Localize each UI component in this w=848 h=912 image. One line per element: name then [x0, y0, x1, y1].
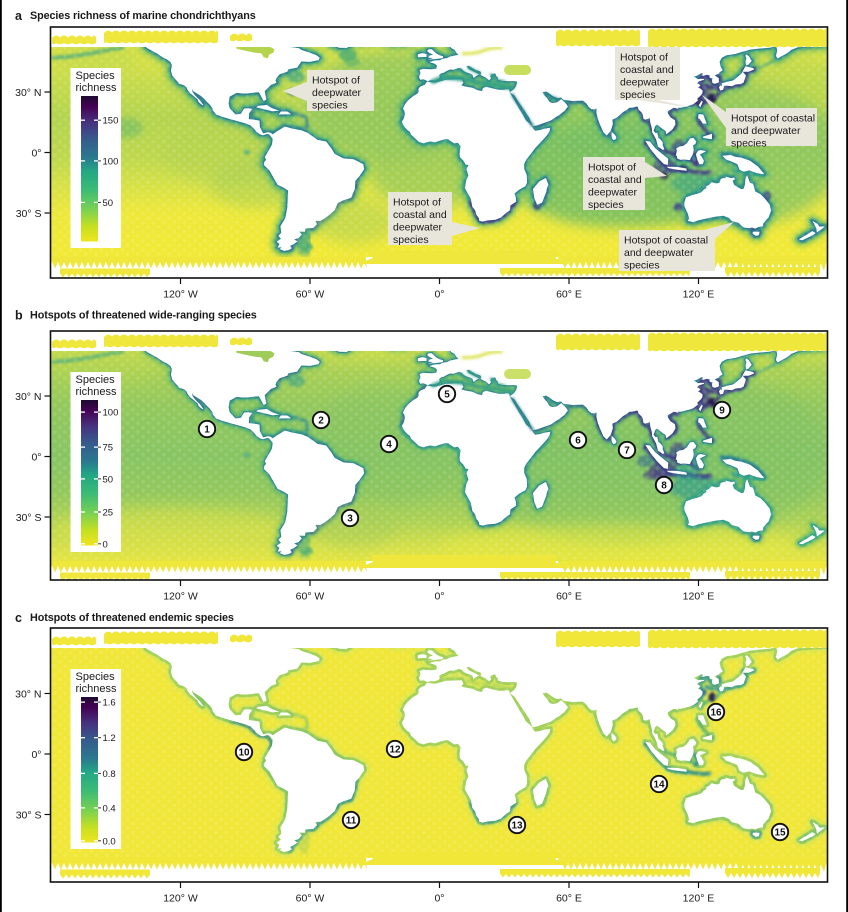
svg-text:deepwater: deepwater [312, 87, 362, 99]
svg-text:60° E: 60° E [556, 289, 582, 301]
svg-text:and deepwater: and deepwater [624, 247, 694, 259]
svg-text:4: 4 [386, 440, 392, 451]
svg-text:8: 8 [661, 481, 667, 492]
svg-text:deepwater: deepwater [393, 222, 443, 234]
svg-text:Hotspots of threatened endemic: Hotspots of threatened endemic species [30, 612, 234, 624]
svg-text:150: 150 [103, 116, 119, 127]
svg-text:Hotspot of: Hotspot of [620, 52, 668, 64]
svg-text:30° S: 30° S [16, 512, 42, 524]
svg-text:species: species [393, 234, 429, 246]
svg-text:100: 100 [103, 156, 119, 167]
svg-text:120° E: 120° E [683, 893, 715, 905]
svg-text:b: b [15, 309, 23, 323]
svg-text:1.6: 1.6 [103, 698, 116, 709]
svg-text:0.0: 0.0 [103, 836, 116, 847]
svg-text:60° W: 60° W [296, 591, 325, 603]
svg-text:Hotspot of coastal: Hotspot of coastal [731, 113, 815, 125]
svg-text:Species: Species [76, 374, 116, 386]
svg-text:3: 3 [347, 514, 353, 525]
svg-text:richness: richness [76, 386, 117, 398]
svg-text:Species: Species [76, 671, 116, 683]
svg-text:16: 16 [710, 708, 722, 719]
svg-text:2: 2 [318, 416, 324, 427]
svg-text:0°: 0° [31, 147, 41, 159]
svg-text:60° W: 60° W [296, 289, 325, 301]
svg-text:7: 7 [624, 446, 630, 457]
svg-text:15: 15 [774, 828, 786, 839]
svg-text:25: 25 [103, 508, 114, 519]
svg-text:5: 5 [444, 390, 450, 401]
svg-text:9: 9 [719, 406, 725, 417]
svg-text:1.2: 1.2 [103, 733, 116, 744]
svg-text:richness: richness [76, 82, 117, 94]
svg-text:Hotspot of: Hotspot of [393, 197, 441, 209]
svg-text:Hotspots of threatened wide-ra: Hotspots of threatened wide-ranging spec… [30, 310, 257, 322]
svg-text:c: c [15, 611, 22, 625]
svg-text:30° N: 30° N [15, 688, 41, 700]
svg-text:14: 14 [653, 780, 665, 791]
svg-text:Hotspot of: Hotspot of [312, 75, 360, 87]
svg-text:species: species [620, 89, 656, 101]
svg-text:11: 11 [346, 816, 357, 827]
svg-text:120° W: 120° W [163, 893, 198, 905]
svg-text:Species: Species [76, 70, 116, 82]
svg-text:0.8: 0.8 [103, 769, 116, 780]
svg-text:120° W: 120° W [163, 591, 198, 603]
svg-text:species: species [624, 260, 660, 272]
svg-text:coastal and: coastal and [620, 64, 674, 76]
svg-text:0°: 0° [31, 749, 41, 761]
svg-text:a: a [15, 9, 23, 23]
svg-text:50: 50 [103, 474, 114, 485]
svg-text:and deepwater: and deepwater [731, 125, 801, 137]
svg-text:120° W: 120° W [163, 289, 198, 301]
svg-text:coastal and: coastal and [393, 209, 447, 221]
svg-text:0.4: 0.4 [103, 803, 116, 814]
svg-text:deepwater: deepwater [588, 187, 638, 199]
svg-text:120° E: 120° E [683, 289, 715, 301]
svg-text:0°: 0° [434, 591, 444, 603]
svg-text:50: 50 [103, 198, 114, 209]
svg-text:Hotspot of coastal: Hotspot of coastal [624, 235, 708, 247]
svg-text:30° N: 30° N [15, 391, 41, 403]
svg-text:30° N: 30° N [15, 87, 41, 99]
svg-text:Species richness of marine cho: Species richness of marine chondrichthya… [30, 10, 256, 22]
svg-text:species: species [731, 138, 767, 150]
svg-text:100: 100 [103, 408, 119, 419]
svg-text:60° E: 60° E [556, 893, 582, 905]
svg-text:species: species [312, 100, 348, 112]
svg-text:60° E: 60° E [556, 591, 582, 603]
svg-text:13: 13 [511, 821, 523, 832]
svg-text:60° W: 60° W [296, 893, 325, 905]
svg-text:richness: richness [76, 683, 117, 695]
svg-text:6: 6 [575, 436, 581, 447]
svg-text:species: species [588, 199, 624, 211]
svg-text:0°: 0° [31, 451, 41, 463]
svg-text:12: 12 [389, 745, 401, 756]
svg-text:deepwater: deepwater [620, 77, 670, 89]
svg-text:0°: 0° [434, 289, 444, 301]
svg-text:0°: 0° [434, 893, 444, 905]
svg-text:30° S: 30° S [16, 809, 42, 821]
svg-text:0: 0 [103, 539, 108, 550]
svg-text:30° S: 30° S [16, 208, 42, 220]
svg-text:120° E: 120° E [683, 591, 715, 603]
svg-text:1: 1 [204, 425, 210, 436]
svg-text:75: 75 [103, 443, 114, 454]
svg-text:coastal and: coastal and [588, 174, 642, 186]
svg-text:10: 10 [238, 748, 250, 759]
svg-text:Hotspot of: Hotspot of [588, 162, 636, 174]
